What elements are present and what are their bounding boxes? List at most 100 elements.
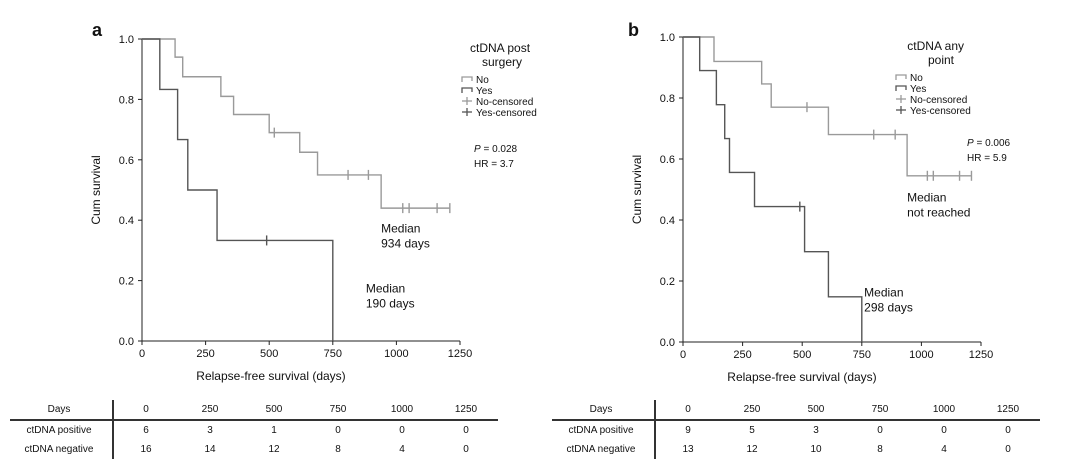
y-tick-label: 0.8 [119, 94, 134, 106]
median-annotation: Median [907, 191, 946, 205]
stat-text: P = 0.006 [967, 138, 1011, 149]
x-tick-label: 1250 [448, 348, 472, 360]
x-tick-label: 250 [196, 348, 214, 360]
stat-name: P [474, 144, 481, 155]
risk-value: 14 [204, 444, 216, 455]
median-annotation: Median [381, 221, 420, 235]
risk-day: 1000 [912, 400, 976, 421]
risk-row-label: ctDNA negative [10, 440, 114, 459]
risk-header-label: Days [10, 400, 114, 421]
risk-day: 0 [113, 400, 178, 421]
risk-value: 0 [335, 425, 341, 436]
risk-value: 0 [941, 425, 947, 436]
km-panel-b: b 0 250 500 750 1000 1250 0.0 0.2 0.4 0.6 0.8 1.0 Rel… [628, 20, 1011, 384]
x-tick-label: 750 [853, 349, 871, 361]
legend-line-swatch [895, 85, 907, 91]
median-annotation: not reached [907, 206, 970, 220]
risk-table-a: Days 0 250 500 750 1000 1250 ctDNA posit… [10, 400, 498, 459]
risk-row: ctDNA negative 13 12 10 8 4 0 [552, 440, 1040, 459]
y-tick-label: 0.6 [660, 154, 675, 166]
risk-row-label: ctDNA negative [552, 440, 656, 459]
legend-title: ctDNA post [470, 41, 531, 55]
survival-curve-no [142, 38, 450, 209]
y-tick-label: 0.2 [660, 276, 675, 288]
legend-entry: Yes-censored [910, 106, 971, 117]
panel-label: a [92, 20, 103, 40]
x-axis-label: Relapse-free survival (days) [727, 370, 876, 384]
risk-value: 3 [813, 425, 819, 436]
risk-header-row: Days 0 250 500 750 1000 1250 [552, 400, 1040, 421]
survival-curve-no [683, 36, 972, 177]
y-tick-label: 0.4 [119, 215, 134, 227]
risk-value: 0 [1005, 425, 1011, 436]
y-tick-label: 0.2 [119, 276, 134, 288]
legend-entry: Yes [476, 86, 492, 97]
risk-day: 750 [848, 400, 912, 421]
risk-day: 1250 [434, 400, 498, 421]
legend-title: ctDNA any [907, 39, 964, 53]
risk-value: 4 [941, 444, 947, 455]
risk-value: 1 [271, 425, 277, 436]
risk-day: 1000 [370, 400, 434, 421]
risk-value: 8 [877, 444, 883, 455]
median-annotation: Median [366, 282, 405, 296]
x-tick-label: 0 [139, 348, 145, 360]
risk-day: 250 [720, 400, 784, 421]
x-tick-label: 1000 [909, 349, 933, 361]
legend-entry: Yes [910, 84, 926, 95]
risk-table-b: Days 0 250 500 750 1000 1250 ctDNA posit… [552, 400, 1040, 459]
x-tick-label: 250 [733, 349, 751, 361]
stat-value: = 0.028 [481, 144, 518, 155]
risk-value: 0 [463, 444, 469, 455]
x-tick-label: 0 [680, 349, 686, 361]
stat-name: P [967, 138, 974, 149]
legend-line-swatch [461, 87, 473, 93]
stat-text: P = 0.028 [474, 144, 518, 155]
risk-value: 5 [749, 425, 755, 436]
y-tick-label: 1.0 [660, 32, 675, 44]
stat-name: HR [474, 159, 488, 170]
x-tick-label: 1250 [969, 349, 993, 361]
x-tick-label: 500 [260, 348, 278, 360]
y-axis-label: Cum survival [89, 155, 103, 224]
y-tick-label: 0.6 [119, 155, 134, 167]
risk-row-label: ctDNA positive [552, 420, 656, 440]
x-tick-label: 1000 [384, 348, 408, 360]
risk-value: 12 [746, 444, 758, 455]
stat-text: HR = 3.7 [474, 159, 514, 170]
risk-value: 4 [399, 444, 405, 455]
stat-text: HR = 5.9 [967, 153, 1007, 164]
x-tick-label: 750 [324, 348, 342, 360]
risk-day: 250 [178, 400, 242, 421]
risk-value: 10 [810, 444, 822, 455]
median-annotation: 190 days [366, 297, 415, 311]
stat-value: = 3.7 [488, 159, 514, 170]
km-panel-a: a 0 250 500 750 1000 1250 0.0 0.2 0.4 0.6 0.8 1.0 Rel… [89, 20, 537, 383]
risk-value: 0 [877, 425, 883, 436]
legend-line-swatch [461, 76, 473, 82]
stat-name: HR [967, 153, 981, 164]
risk-day: 1250 [976, 400, 1040, 421]
legend-entry: No [476, 75, 489, 86]
risk-value: 0 [463, 425, 469, 436]
legend-entry: No-censored [476, 97, 533, 108]
risk-value: 3 [207, 425, 213, 436]
risk-header-row: Days 0 250 500 750 1000 1250 [10, 400, 498, 421]
stat-value: = 0.006 [974, 138, 1011, 149]
legend-entry: No-censored [910, 95, 967, 106]
y-axis-label: Cum survival [630, 155, 644, 224]
y-tick-label: 0.4 [660, 215, 675, 227]
risk-value: 6 [143, 425, 149, 436]
risk-day: 500 [242, 400, 306, 421]
risk-value: 0 [399, 425, 405, 436]
risk-day: 0 [655, 400, 720, 421]
survival-curve-yes [142, 38, 334, 341]
y-tick-label: 0.0 [119, 336, 134, 348]
risk-header-label: Days [552, 400, 656, 421]
legend-entry: Yes-censored [476, 108, 537, 119]
risk-row: ctDNA positive 9 5 3 0 0 0 [552, 420, 1040, 440]
risk-value: 0 [1005, 444, 1011, 455]
kaplan-meier-figure: a 0 250 500 750 1000 1250 0.0 0.2 0.4 0.6 0.8 1.0 Rel… [89, 20, 1011, 384]
stat-value: = 5.9 [981, 153, 1007, 164]
legend-entry: No [910, 73, 923, 84]
